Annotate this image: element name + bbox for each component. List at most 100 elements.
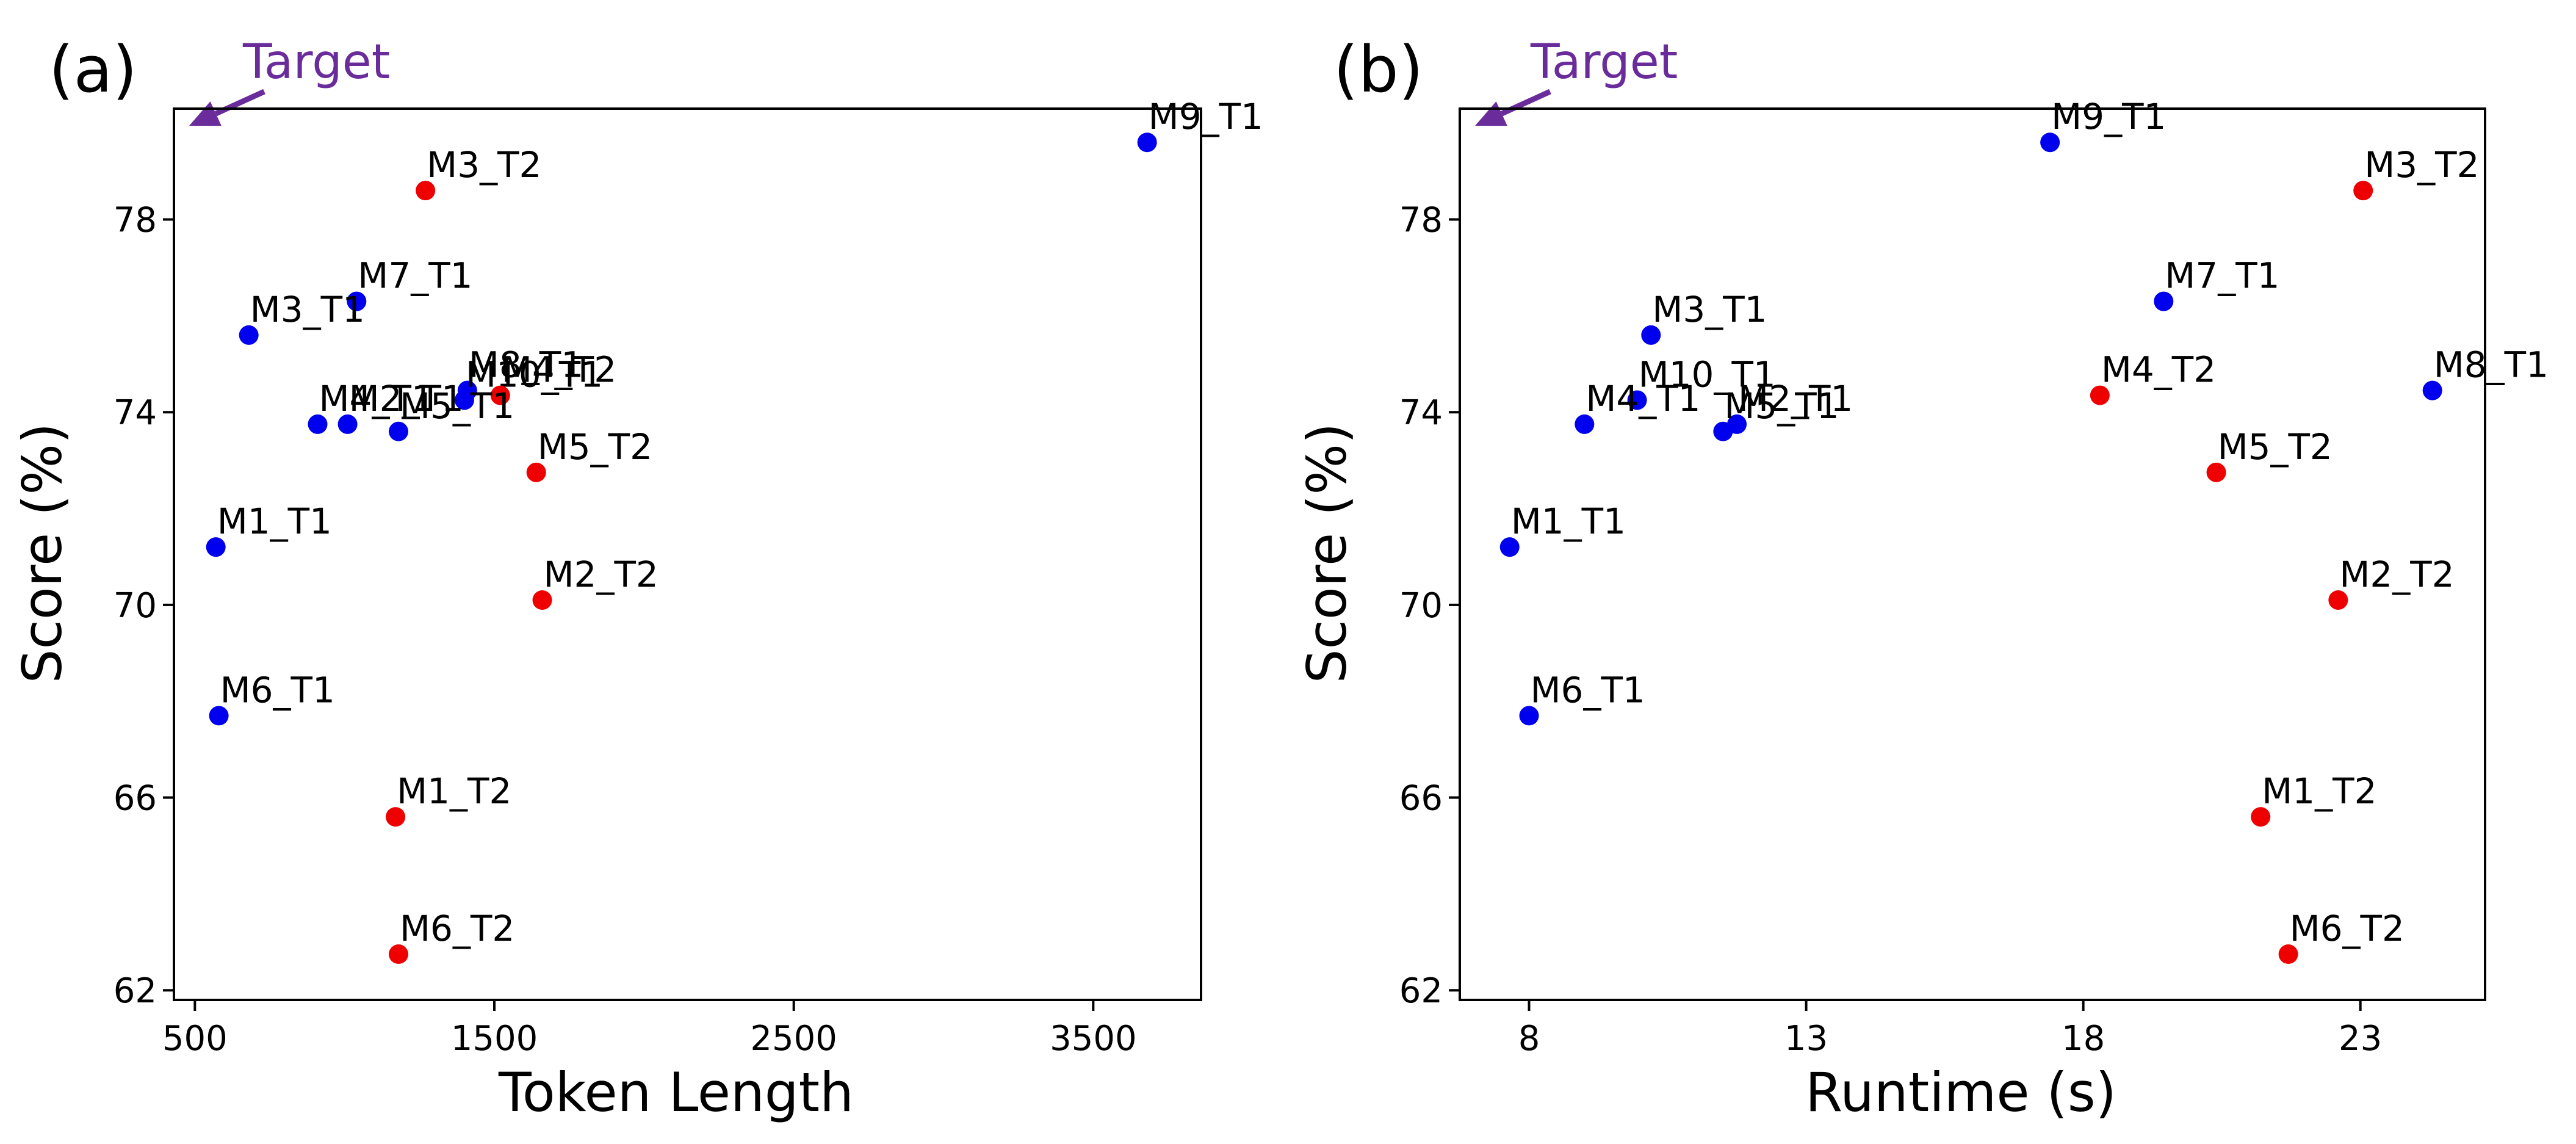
x-tick-label: 18	[2062, 1019, 2105, 1059]
plot-area	[1459, 107, 2486, 1001]
data-point-m3-t1	[239, 325, 259, 345]
data-point-m7-t1	[2154, 291, 2174, 311]
data-point-label: M8_T1	[469, 344, 583, 386]
data-point-label: M1_T1	[1511, 501, 1626, 542]
data-point-m6-t2	[389, 944, 409, 965]
data-point-m1-t2	[386, 807, 406, 827]
data-point-m1-t1	[206, 537, 226, 557]
data-point-m2-t2	[2328, 590, 2348, 610]
target-arrow-head	[189, 101, 222, 126]
data-point-m4-t1	[1575, 414, 1595, 434]
plot-area	[173, 107, 1202, 1001]
data-point-label: M5_T1	[400, 385, 514, 427]
data-point-label: M7_T1	[2165, 255, 2279, 297]
data-point-label: M2_T2	[2339, 554, 2454, 595]
data-point-label: M4_T2	[502, 349, 616, 391]
data-point-label: M6_T1	[220, 669, 335, 711]
data-point-m5-t2	[2206, 462, 2226, 482]
data-point-m8-t1	[2422, 380, 2442, 400]
data-point-label: M6_T2	[2290, 908, 2405, 949]
data-point-m10-t1	[1627, 390, 1647, 410]
data-point-m2-t2	[532, 590, 552, 610]
data-point-label: M5_T1	[1724, 385, 1839, 427]
data-point-label: M10_T1	[466, 353, 603, 395]
x-tick-label: 8	[1518, 1019, 1540, 1059]
target-label: Target	[1530, 35, 1678, 90]
panel-label: (a)	[49, 32, 137, 107]
x-tick-label: 2500	[750, 1019, 837, 1059]
y-tick-label: 74	[114, 393, 157, 433]
data-point-m6-t1	[1519, 706, 1539, 726]
data-point-label: M6_T2	[400, 908, 514, 949]
data-point-label: M3_T2	[427, 144, 541, 186]
data-point-m5-t2	[526, 462, 546, 482]
target-arrow-shaft	[214, 89, 265, 117]
data-point-m5-t1	[389, 421, 409, 441]
target-arrow-head	[1475, 101, 1507, 126]
data-point-m4-t2	[490, 385, 510, 405]
x-tick-label: 500	[162, 1019, 228, 1059]
data-point-m1-t2	[2251, 807, 2271, 827]
y-tick-label: 78	[1399, 201, 1443, 241]
panel-a: (a) Target 500 1500 2500 3500 62 66 70 74 78 M9_…	[11, 32, 1263, 1124]
y-axis-label: Score (%)	[11, 423, 74, 684]
data-point-m2-t1	[337, 414, 358, 434]
data-point-label: M4_T1	[1586, 378, 1700, 419]
data-point-m4-t2	[2090, 385, 2110, 405]
data-point-label: M9_T1	[1149, 96, 1263, 137]
data-point-m10-t1	[454, 390, 474, 410]
data-point-label: M3_T2	[2364, 144, 2479, 186]
x-tick-label: 1500	[451, 1019, 538, 1059]
target-annotation: Target	[189, 35, 390, 126]
scatter-points: M9_T1 M3_T2 M7_T1 M3_T1 M8_T1 M4_T2 M10_T1M4_T…	[1499, 96, 2549, 965]
data-point-label: M2_T1	[1738, 378, 1853, 419]
data-point-m6-t2	[2278, 944, 2298, 965]
data-point-m9-t1	[1137, 132, 1157, 153]
y-tick-label: 66	[114, 779, 157, 819]
data-point-m3-t1	[1641, 325, 1661, 345]
data-point-label: M1_T2	[397, 770, 511, 812]
y-tick-label: 70	[1399, 586, 1443, 626]
data-point-label: M3_T1	[1652, 289, 1767, 330]
data-point-label: M3_T1	[250, 289, 365, 330]
data-point-m7-t1	[347, 291, 367, 311]
target-annotation: Target	[1475, 35, 1678, 126]
x-tick-label: 13	[1784, 1019, 1828, 1059]
data-point-label: M1_T2	[2262, 770, 2376, 812]
x-tick-label: 23	[2339, 1019, 2382, 1059]
data-point-label: M5_T2	[2218, 426, 2332, 468]
data-point-label: M7_T1	[358, 255, 472, 297]
y-tick-label: 78	[114, 201, 157, 241]
axis-ticks: 8 13 18 23 62 66 70 74 78	[1399, 201, 2383, 1059]
y-tick-label: 62	[1399, 971, 1443, 1011]
y-tick-label: 74	[1399, 393, 1443, 433]
data-point-m4-t1	[308, 414, 328, 434]
panel-label: (b)	[1333, 32, 1423, 107]
data-point-label: M6_T1	[1531, 669, 1645, 711]
data-point-m3-t2	[416, 181, 436, 201]
data-point-m3-t2	[2353, 181, 2373, 201]
target-label: Target	[242, 35, 390, 90]
x-axis-label: Token Length	[498, 1061, 854, 1124]
data-point-label: M2_T2	[544, 554, 658, 595]
y-tick-label: 62	[114, 971, 157, 1011]
x-axis-label: Runtime (s)	[1805, 1061, 2116, 1124]
data-point-label: M4_T2	[2101, 349, 2216, 391]
axis-ticks: 500 1500 2500 3500 62 66 70 74 78	[114, 201, 1137, 1059]
data-point-label: M9_T1	[2051, 96, 2166, 137]
target-arrow-shaft	[1500, 89, 1551, 117]
data-point-label: M8_T1	[2434, 344, 2549, 386]
y-axis-label: Score (%)	[1296, 423, 1358, 684]
data-point-label: M2_T1	[349, 378, 464, 419]
data-point-m5-t1	[1713, 421, 1733, 441]
data-point-m1-t1	[1499, 537, 1520, 557]
data-point-label: M10_T1	[1639, 353, 1776, 395]
data-point-label: M4_T1	[319, 378, 434, 419]
y-tick-label: 70	[114, 586, 157, 626]
data-point-label: M1_T1	[217, 501, 332, 542]
data-point-label: M5_T2	[538, 426, 652, 468]
y-tick-label: 66	[1399, 779, 1443, 819]
